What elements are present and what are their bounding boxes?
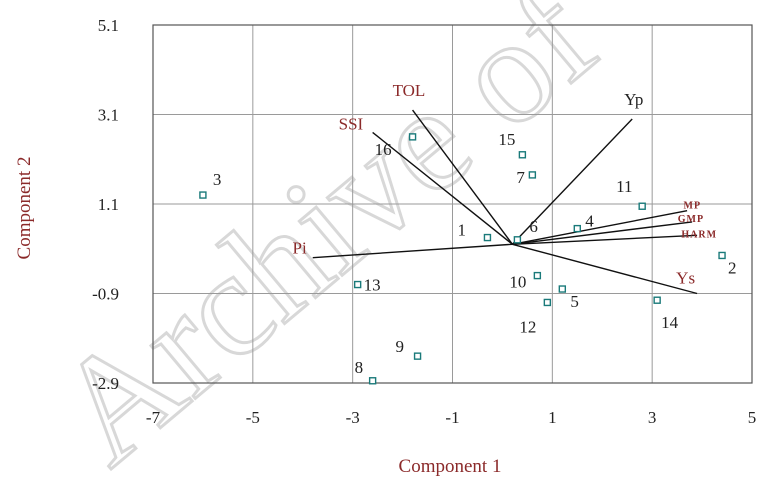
point-marker-15 xyxy=(518,151,527,159)
y-tick-label: 5.1 xyxy=(98,16,119,35)
vector-label-pi: Pi xyxy=(293,239,307,258)
point-label-13: 13 xyxy=(364,276,381,295)
point-label-14: 14 xyxy=(661,313,679,332)
vector-label-harm: HARM xyxy=(681,229,717,240)
y-tick-label: 1.1 xyxy=(98,195,119,214)
vector-label-mp: MP xyxy=(684,201,702,212)
vector-label-ys: Ys xyxy=(676,269,695,288)
point-marker-4 xyxy=(573,224,581,233)
point-label-3: 3 xyxy=(213,170,222,189)
vector-line-mp xyxy=(512,210,688,245)
point-marker-5 xyxy=(558,285,567,293)
x-tick-label: -1 xyxy=(445,408,459,427)
axis-ticks: -7 -5 -3 -1 1 3 5-2.9-0.91.13.15.1 xyxy=(92,16,756,427)
point-marker-2 xyxy=(718,251,726,260)
x-tick-label: 3 xyxy=(648,408,657,427)
point-marker-1 xyxy=(483,233,492,242)
point-label-4: 4 xyxy=(585,212,594,231)
y-tick-label: -2.9 xyxy=(92,374,119,393)
plot-frame xyxy=(152,24,753,384)
x-axis-title: Component 1 xyxy=(399,456,502,477)
point-label-7: 7 xyxy=(516,168,525,187)
point-marker-11 xyxy=(638,202,646,210)
x-tick-label: -5 xyxy=(246,408,260,427)
point-label-9: 9 xyxy=(396,337,405,356)
vector-line-gmp xyxy=(512,221,693,245)
point-label-11: 11 xyxy=(616,177,632,196)
point-label-15: 15 xyxy=(498,130,515,149)
point-marker-6 xyxy=(513,236,522,244)
variable-vectors: Yp TOL SSI Pi Ys MP GMP HARM xyxy=(293,81,717,295)
point-marker-13 xyxy=(353,280,362,289)
vector-line-yp xyxy=(511,118,633,245)
vector-line-harm xyxy=(512,234,698,245)
point-marker-12 xyxy=(543,298,552,307)
point-marker-10 xyxy=(533,271,542,280)
vector-label-ssi: SSI xyxy=(339,114,364,133)
point-label-1: 1 xyxy=(457,221,466,240)
vector-label-gmp: GMP xyxy=(678,214,704,225)
vector-line-tol xyxy=(412,109,513,245)
vector-line-pi xyxy=(312,243,513,259)
vector-label-tol: TOL xyxy=(393,81,426,100)
vector-line-ys xyxy=(512,243,698,295)
x-tick-label: 1 xyxy=(548,408,557,427)
point-marker-7 xyxy=(528,171,537,179)
x-tick-label: -3 xyxy=(346,408,360,427)
point-marker-16 xyxy=(408,133,417,141)
point-marker-3 xyxy=(199,191,207,199)
x-tick-label: -7 xyxy=(146,408,161,427)
vector-line-ssi xyxy=(372,131,513,245)
x-tick-label: 5 xyxy=(748,408,757,427)
point-label-5: 5 xyxy=(570,292,579,311)
point-marker-14 xyxy=(653,296,661,304)
point-marker-9 xyxy=(413,352,422,360)
point-label-2: 2 xyxy=(728,258,737,277)
vector-label-yp: Yp xyxy=(624,90,643,109)
y-axis-title: Component 2 xyxy=(14,157,35,260)
y-tick-label: 3.1 xyxy=(98,106,119,125)
point-label-10: 10 xyxy=(509,273,526,292)
point-marker-8 xyxy=(368,377,377,385)
point-label-12: 12 xyxy=(519,317,536,336)
point-label-6: 6 xyxy=(529,217,538,236)
point-label-16: 16 xyxy=(375,140,392,159)
y-tick-label: -0.9 xyxy=(92,285,119,304)
point-label-8: 8 xyxy=(355,358,364,377)
